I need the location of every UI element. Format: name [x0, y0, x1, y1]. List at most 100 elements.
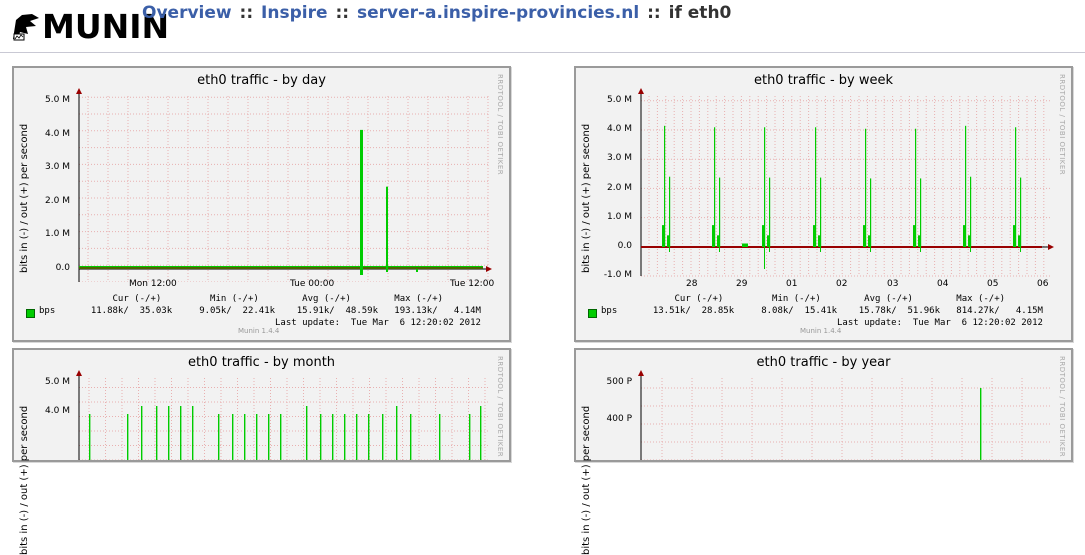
y-tick-label: 500 P — [606, 377, 632, 387]
graph-title: eth0 traffic - by week — [753, 73, 894, 88]
spike-bar — [820, 177, 822, 247]
x-axis-arrow — [1048, 244, 1054, 250]
spike-bar — [256, 414, 258, 460]
spike-bar-negative — [920, 247, 921, 252]
graph-by-week[interactable]: eth0 traffic - by week bits in (-) / out… — [574, 66, 1073, 342]
spike-bar — [769, 177, 771, 247]
x-tick-label: 06 — [1037, 279, 1049, 289]
spike-bar — [918, 235, 921, 247]
x-tick-label: 03 — [887, 279, 899, 289]
spike-bar — [306, 406, 308, 460]
graph-by-year[interactable]: eth0 traffic - by year bits in (-) / out… — [574, 348, 1073, 555]
breadcrumb-inspire[interactable]: Inspire — [261, 3, 328, 23]
graph-title: eth0 traffic - by year — [756, 355, 891, 370]
graph-by-month[interactable]: eth0 traffic - by month bits in (-) / ou… — [12, 348, 511, 555]
spike-bar — [915, 128, 917, 247]
y-tick-label: 1.0 M — [607, 211, 632, 222]
graph-by-day[interactable]: eth0 traffic - by day bits in (-) / out … — [12, 66, 511, 342]
x-tick-label: Mon 12:00 — [129, 279, 177, 289]
spike-bar — [968, 235, 971, 247]
spike-bar — [141, 406, 143, 460]
spike-bar — [218, 414, 220, 460]
y-tick-label: 2.0 M — [45, 195, 70, 206]
plot-area — [638, 88, 1054, 277]
spike-bar — [813, 225, 816, 247]
spike-bar — [280, 414, 282, 460]
spike-bar — [667, 235, 670, 247]
y-tick-label: 3.0 M — [607, 153, 632, 164]
spike-bar — [469, 414, 471, 460]
spike-bar — [368, 414, 370, 460]
y-tick-label: 400 P — [606, 414, 632, 424]
spike-bar — [192, 406, 194, 460]
spike-bar — [762, 225, 765, 247]
last-update: Last update: Tue Mar 6 12:20:02 2012 — [275, 318, 481, 328]
spike-bar — [156, 406, 158, 460]
graph-title: eth0 traffic - by month — [187, 355, 336, 370]
spike-bar — [717, 235, 720, 247]
spike-bar — [232, 414, 234, 460]
munin-version: Munin 1.4.4 — [800, 327, 842, 335]
legend-swatch — [26, 309, 35, 318]
spike-bar — [332, 414, 334, 460]
page-header: MUNIN Overview :: Inspire :: server-a.in… — [0, 0, 1085, 53]
legend-values: 13.51k/ 28.85k 8.08k/ 15.41k 15.78k/ 51.… — [642, 306, 1043, 316]
spike-bar — [1018, 235, 1021, 247]
spike-bar — [980, 388, 982, 460]
y-tick-label: 5.0 M — [45, 377, 70, 387]
rrdtool-credit: RRDTOOL / TOBI OETIKER — [1058, 74, 1066, 176]
spike-bar-negative — [386, 269, 388, 272]
spike-bar — [168, 406, 170, 460]
y-axis-arrow — [638, 370, 644, 376]
y-tick-label: 2.0 M — [607, 182, 632, 193]
spike-bar — [89, 414, 91, 460]
spike-bar — [913, 225, 916, 247]
x-tick-label: 29 — [736, 279, 748, 289]
legend-series-name: bps — [39, 306, 56, 316]
spike-bar — [360, 129, 363, 269]
spike-bar-negative — [970, 247, 971, 252]
graph-title: eth0 traffic - by day — [197, 73, 326, 88]
spike-bar — [416, 269, 418, 272]
x-tick-label: Tue 00:00 — [290, 279, 335, 289]
spike-bar — [356, 414, 358, 460]
spike-bar — [818, 235, 821, 247]
y-tick-label: 5.0 M — [45, 95, 70, 105]
spike-bar-negative — [669, 247, 670, 252]
plot-area — [638, 370, 1052, 460]
spike-bar — [439, 414, 441, 460]
x-tick-label: Tue 12:00 — [450, 279, 495, 289]
x-tick-label: 04 — [937, 279, 949, 289]
spike-bar — [863, 225, 866, 247]
spike-bar — [712, 225, 715, 247]
spike-bar — [714, 127, 716, 247]
spike-bar — [662, 225, 665, 247]
spike-bar — [719, 177, 721, 247]
legend-series-name: bps — [601, 306, 618, 316]
legend-values: 11.88k/ 35.03k 9.05k/ 22.41k 15.91k/ 48.… — [80, 306, 481, 316]
legend-header: Cur (-/+) Min (-/+) Avg (-/+) Max (-/+) — [642, 294, 1006, 304]
spike-bar-negative — [820, 247, 821, 252]
legend-header: Cur (-/+) Min (-/+) Avg (-/+) Max (-/+) — [80, 294, 444, 304]
x-tick-label: 01 — [786, 279, 798, 289]
breadcrumb-separator: :: — [335, 3, 350, 23]
y-tick-label: 0.0 — [55, 263, 70, 273]
spike-bar-negative — [719, 247, 720, 252]
y-tick-label: 4.0 M — [607, 124, 632, 135]
spike-bar-negative — [769, 247, 770, 252]
y-axis-label: bits in (-) / out (+) per second — [19, 405, 30, 555]
last-update: Last update: Tue Mar 6 12:20:02 2012 — [837, 318, 1043, 328]
breadcrumb-overview[interactable]: Overview — [142, 3, 232, 23]
spike-bar — [410, 414, 412, 460]
logo-wordmark: MUNIN — [42, 7, 170, 46]
munin-logo[interactable]: MUNIN — [12, 7, 169, 46]
breadcrumb-host[interactable]: server-a.inspire-provincies.nl — [356, 3, 640, 23]
plot-area — [76, 88, 492, 282]
y-tick-label: 5.0 M — [607, 95, 632, 105]
spike-bar — [386, 186, 388, 269]
spike-bar — [480, 406, 482, 460]
x-axis-arrow — [486, 266, 492, 272]
y-tick-label: 1.0 M — [45, 229, 70, 240]
x-tick-label: 28 — [686, 279, 698, 289]
spike-bar — [320, 414, 322, 460]
